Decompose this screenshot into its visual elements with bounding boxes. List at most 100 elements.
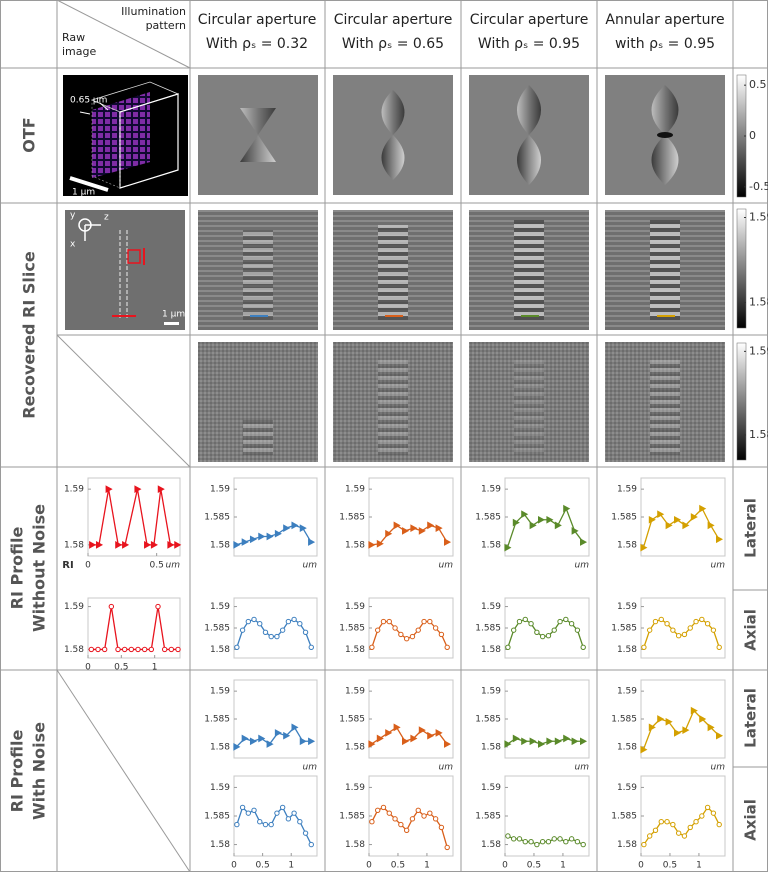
data-point — [522, 839, 528, 845]
data-point — [444, 538, 452, 546]
data-point — [693, 618, 699, 625]
data-point — [699, 715, 707, 723]
data-point — [444, 844, 450, 851]
data-point — [233, 743, 241, 751]
column-header: Circular aperture — [334, 12, 453, 28]
data-point — [580, 538, 588, 546]
data-point — [427, 521, 435, 530]
data-point — [302, 830, 309, 836]
data-line — [507, 737, 583, 745]
data-point — [641, 644, 647, 650]
x-axis-label: um — [439, 763, 454, 773]
data-point — [438, 631, 445, 638]
data-point — [386, 810, 392, 816]
data-point — [239, 627, 246, 633]
x-tick-label: 0.5 — [114, 663, 128, 673]
data-point — [262, 629, 269, 635]
data-point — [710, 810, 717, 816]
data-point — [299, 737, 307, 746]
data-point — [291, 810, 297, 816]
data-point — [258, 532, 266, 541]
x-tick-label: 0 — [502, 861, 508, 871]
data-point — [157, 485, 165, 493]
data-point — [675, 830, 682, 836]
data-point — [675, 633, 682, 639]
y-tick-label: 1.59 — [210, 783, 230, 793]
data-point — [674, 515, 682, 524]
data-point — [658, 616, 664, 623]
data-point — [234, 644, 240, 650]
data-point — [504, 543, 512, 552]
annotation: 0.65 μm — [70, 96, 107, 106]
data-point — [641, 841, 647, 848]
data-point — [516, 836, 523, 842]
data-point — [716, 821, 722, 828]
data-point — [670, 821, 676, 828]
data-point — [141, 646, 148, 653]
data-point — [529, 521, 537, 530]
y-tick-label: 1.58 — [210, 540, 230, 550]
data-point — [554, 737, 562, 746]
data-point — [574, 839, 581, 845]
y-tick-label: 1.58 — [345, 840, 365, 850]
data-point — [308, 538, 316, 546]
data-point — [704, 804, 711, 811]
data-point — [504, 740, 512, 748]
data-point — [648, 723, 656, 732]
data-point — [682, 726, 690, 734]
x-tick-label: 1 — [696, 861, 702, 871]
x-tick-label: 0.5 — [527, 861, 541, 871]
data-point — [398, 631, 404, 638]
data-point — [279, 627, 286, 633]
data-point — [704, 621, 711, 627]
data-point — [664, 819, 670, 825]
data-point — [285, 816, 292, 822]
plot-area — [504, 679, 590, 759]
data-line — [371, 726, 448, 745]
data-point — [534, 629, 540, 635]
data-point — [690, 706, 698, 715]
data-point — [299, 524, 307, 532]
data-point — [402, 527, 410, 535]
y-tick-label: 1.58 — [481, 540, 501, 550]
y-tick-label: 1.58 — [481, 840, 501, 850]
data-point — [528, 621, 534, 627]
y-tick-label: 1.585 — [611, 715, 637, 725]
data-point — [175, 646, 181, 653]
colorbar — [736, 342, 747, 461]
x-axis-label: um — [303, 763, 318, 773]
raw-slice: y z x 1 μm — [65, 210, 185, 330]
data-point — [376, 734, 384, 743]
data-point — [233, 541, 241, 549]
data-point — [415, 627, 421, 633]
data-point — [385, 529, 393, 538]
x-axis-label: um — [711, 763, 726, 773]
data-point — [308, 841, 314, 848]
data-point — [245, 810, 252, 816]
data-point — [657, 715, 665, 723]
data-point — [574, 627, 581, 633]
data-point — [257, 621, 263, 627]
data-point — [403, 636, 410, 642]
plot-area — [368, 597, 454, 659]
annotation: 1 μm — [72, 188, 95, 198]
column-header: Circular aperture — [470, 12, 589, 28]
data-point — [135, 646, 141, 653]
data-point — [646, 833, 653, 839]
data-point — [568, 836, 575, 842]
data-point — [546, 737, 554, 746]
y-tick-label: 1.58 — [617, 645, 637, 655]
data-point — [545, 633, 552, 639]
data-point — [665, 717, 673, 726]
data-point — [161, 646, 168, 653]
data-point — [258, 734, 266, 743]
data-point — [687, 625, 693, 631]
y-tick-label: 1.58 — [617, 840, 637, 850]
x-tick-label: 0 — [638, 861, 644, 871]
x-tick-label: 0.5 — [255, 861, 269, 871]
data-point — [285, 618, 292, 625]
data-point — [551, 627, 557, 633]
data-point — [681, 631, 688, 638]
data-point — [539, 633, 546, 640]
data-point — [563, 734, 571, 743]
